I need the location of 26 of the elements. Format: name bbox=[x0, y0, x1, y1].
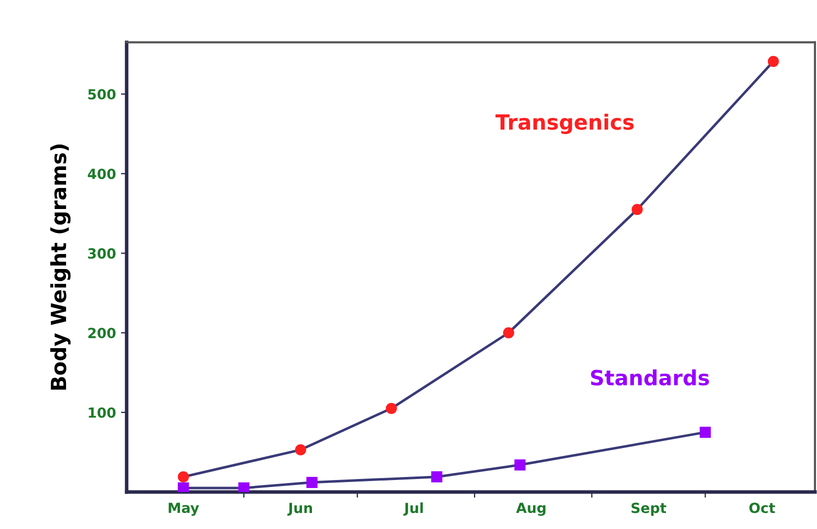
y-tick-label: 500 bbox=[88, 89, 116, 100]
point bbox=[431, 471, 442, 482]
x-tick-label: Oct bbox=[749, 502, 776, 514]
point bbox=[238, 482, 250, 492]
x-tick-label: Sept bbox=[632, 502, 666, 516]
text: Standards bbox=[591, 369, 709, 386]
x-tick-label: May bbox=[168, 502, 200, 516]
point bbox=[178, 471, 189, 482]
y-tick-label: 200 bbox=[88, 328, 116, 338]
y-tick-label: 100 bbox=[88, 407, 116, 418]
y-axis-title: Body Weight (grams) bbox=[50, 144, 71, 390]
y-tick-label: 300 bbox=[88, 248, 116, 259]
point bbox=[768, 56, 779, 67]
point bbox=[295, 444, 306, 456]
point bbox=[700, 426, 711, 438]
text: Transgenics bbox=[496, 114, 634, 134]
x-tick-label: Jun bbox=[287, 502, 312, 516]
y-tick-label: 400 bbox=[88, 168, 116, 180]
point bbox=[178, 482, 189, 492]
point bbox=[386, 402, 397, 414]
point bbox=[632, 204, 643, 216]
point bbox=[514, 459, 526, 470]
x-tick-label: Aug bbox=[516, 502, 546, 516]
point bbox=[503, 327, 514, 338]
point bbox=[306, 476, 318, 488]
x-tick-label: Jul bbox=[403, 502, 423, 516]
